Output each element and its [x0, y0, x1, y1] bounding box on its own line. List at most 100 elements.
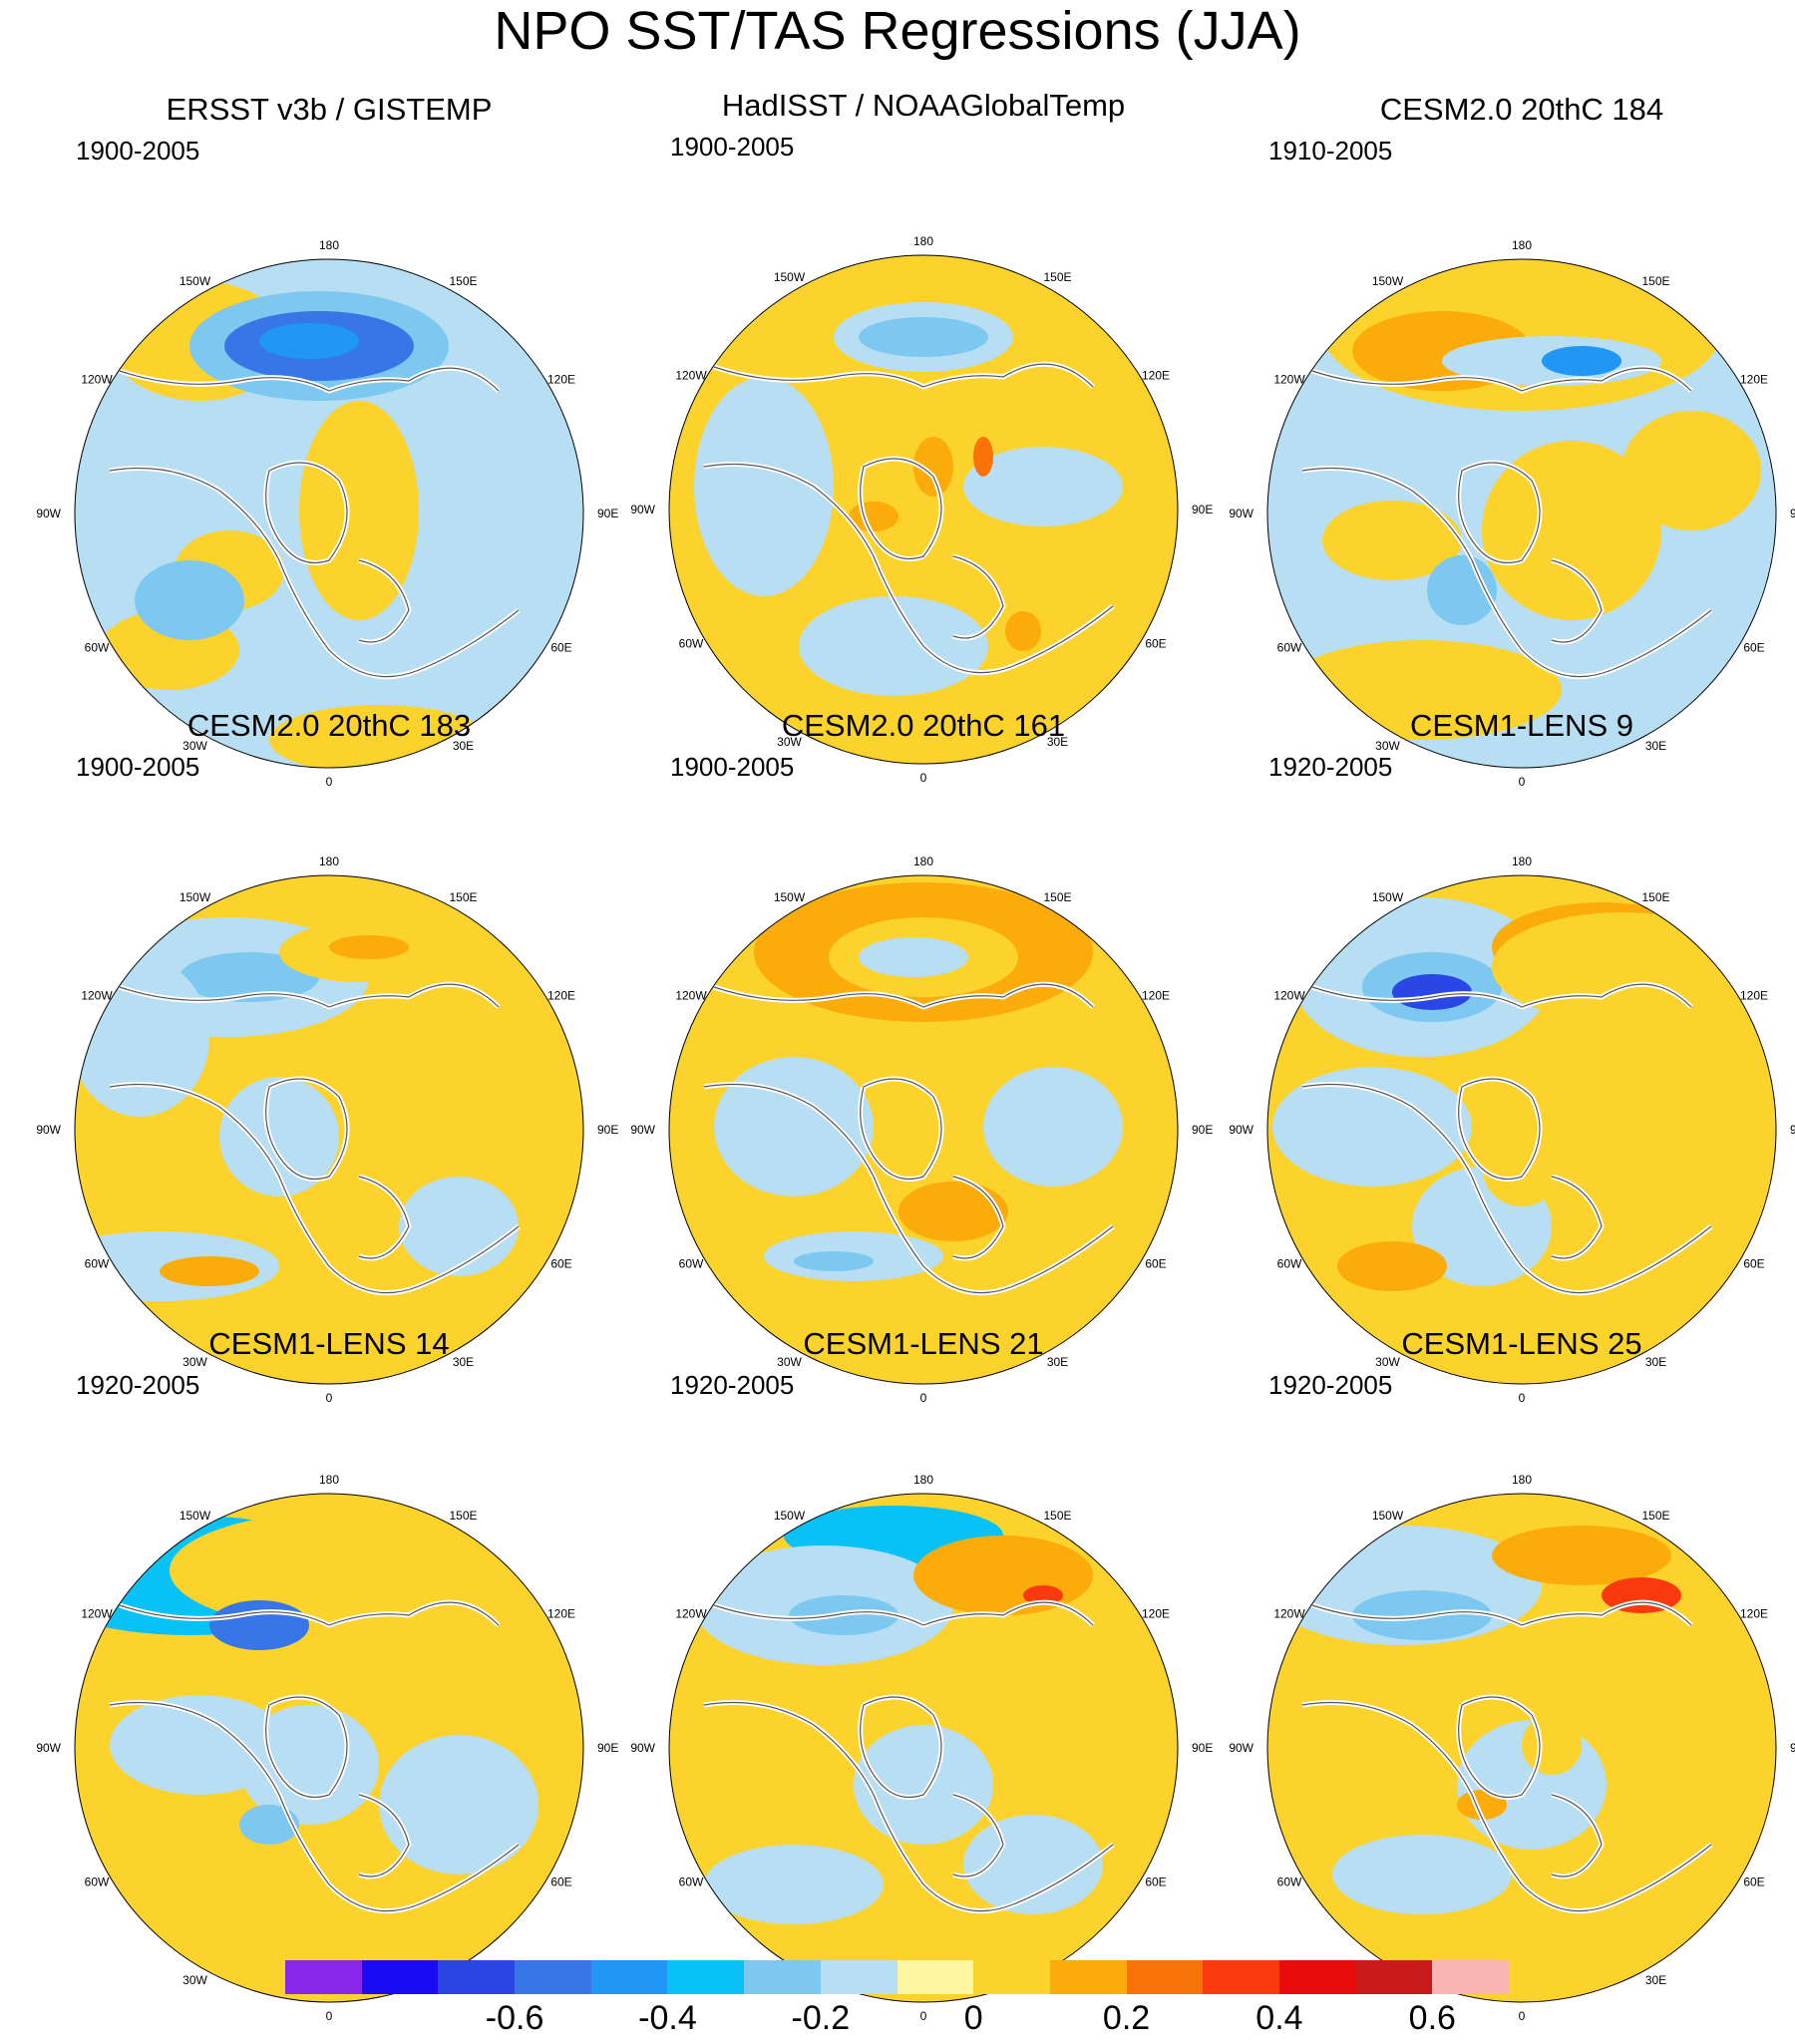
- panel-period: 1920-2005: [670, 1370, 795, 1400]
- panel-period: 1920-2005: [1268, 1370, 1393, 1400]
- field-anomaly-region: [399, 1177, 519, 1276]
- coastline: [703, 1701, 1114, 1912]
- longitude-label: 120E: [1740, 989, 1768, 1003]
- longitude-label: 120E: [547, 1607, 575, 1621]
- longitude-label: 60W: [679, 637, 704, 651]
- field-anomaly-region: [1482, 441, 1661, 620]
- longitude-label: 60W: [679, 1875, 704, 1889]
- field-anomaly-region: [135, 560, 244, 640]
- coastline: [713, 983, 1094, 1008]
- longitude-label: 30E: [1047, 735, 1068, 749]
- longitude-label: 30E: [1645, 1973, 1666, 1987]
- longitude-label: 0: [326, 2009, 333, 2023]
- longitude-label: 90W: [630, 1741, 655, 1755]
- field-anomaly-region: [180, 952, 319, 1002]
- colorbar-tick-label: 0.2: [1102, 1999, 1151, 2037]
- longitude-label: 30W: [182, 1355, 207, 1369]
- field-layer: [1267, 875, 1776, 1384]
- longitude-label: 150W: [774, 1509, 806, 1523]
- longitude-label: 60W: [679, 1257, 704, 1271]
- panel-period: 1900-2005: [76, 136, 200, 166]
- field-layer: [669, 875, 1178, 1384]
- colorbar-tick-label: -0.4: [638, 1999, 697, 2037]
- colorbar-tick-label: 0: [963, 1999, 983, 2037]
- panel-period: 1900-2005: [670, 132, 795, 162]
- colorbar-labels: -0.6 -0.4 -0.2 0 0.2 0.4 0.6: [285, 1998, 1509, 2042]
- longitude-label: 180: [1512, 854, 1532, 868]
- longitude-label: 180: [1512, 1473, 1532, 1487]
- map-boundary: [74, 1493, 584, 2003]
- map-panel: CESM1-LENS 14 1920-2005 180 150E 120E 90E 60E 3…: [30, 1326, 628, 2023]
- coastline: [703, 463, 1114, 674]
- coastline: [952, 1176, 1004, 1259]
- colorbar: [285, 1960, 1509, 1994]
- field-anomaly-region: [219, 1077, 339, 1196]
- longitude-label: 180: [913, 854, 933, 868]
- longitude-label: 150E: [1641, 274, 1669, 288]
- coastline: [1458, 462, 1541, 564]
- colorbar-swatch: [973, 1960, 1050, 1994]
- map-panel: HadISST / NOAAGlobalTemp 1900-2005 180 150E…: [624, 88, 1223, 785]
- longitude-label: 120E: [1740, 1607, 1768, 1621]
- field-layer: [75, 259, 583, 768]
- field-anomaly-region: [1621, 411, 1761, 530]
- longitude-label: 90W: [1229, 1741, 1254, 1755]
- colorbar-swatch: [897, 1960, 974, 1994]
- longitude-label: 60E: [550, 1875, 571, 1889]
- field-layer: [75, 1494, 583, 2002]
- longitude-label: 120W: [675, 1607, 707, 1621]
- panel-title: CESM2.0 20thC 183: [186, 708, 472, 743]
- longitude-label: 90E: [1790, 507, 1795, 520]
- coastline: [1311, 983, 1692, 1008]
- field-anomaly-region: [704, 1845, 884, 1924]
- coastline: [109, 467, 520, 678]
- coastline: [358, 1794, 410, 1877]
- map-panel: CESM1-LENS 21 1920-2005 180 150E 120E 90E 60E 3…: [624, 1326, 1223, 2023]
- longitude-label: 120E: [1740, 373, 1768, 387]
- map-panel: CESM1-LENS 9 1920-2005 180 150E 120E 90E 60E 30…: [1223, 708, 1795, 1405]
- longitude-label: 180: [319, 854, 339, 868]
- panel-title: CESM2.0 20thC 184: [1379, 92, 1664, 127]
- field-anomaly-region: [209, 1600, 309, 1650]
- map-panel: CESM2.0 20thC 184 1910-2005 180 150E 120E 90E…: [1223, 92, 1795, 789]
- longitude-label: 150W: [180, 890, 211, 904]
- longitude-label: 90W: [36, 507, 61, 520]
- longitude-label: 180: [319, 1473, 339, 1487]
- longitude-label: 150W: [180, 1509, 211, 1523]
- coastline: [1458, 1696, 1541, 1799]
- field-anomaly-region: [983, 1067, 1123, 1187]
- longitude-label: 120E: [1142, 369, 1170, 383]
- coastline: [952, 555, 1004, 639]
- panel-period: 1920-2005: [1268, 752, 1393, 782]
- longitude-label: 90E: [1790, 1123, 1795, 1137]
- longitude-label: 150W: [1372, 1509, 1404, 1523]
- field-anomaly-region: [794, 1251, 874, 1271]
- longitude-label: 120E: [1142, 989, 1170, 1003]
- longitude-label: 0: [920, 771, 927, 785]
- coastline: [1301, 467, 1712, 678]
- longitude-label: 120W: [81, 373, 113, 387]
- longitude-label: 60E: [550, 1257, 571, 1271]
- map-panel: CESM2.0 20thC 183 1900-2005 180 150E 120E 90E…: [30, 708, 628, 1405]
- coastline: [119, 1601, 500, 1626]
- longitude-label: 150E: [1043, 890, 1071, 904]
- field-anomaly-region: [854, 1725, 993, 1845]
- longitude-label: 60W: [85, 1875, 110, 1889]
- longitude-label: 60W: [1277, 1257, 1302, 1271]
- longitude-label: 90E: [597, 507, 618, 520]
- field-anomaly-region: [714, 1057, 874, 1196]
- coastline: [952, 1794, 1004, 1877]
- longitude-label: 150W: [774, 890, 806, 904]
- coastline: [703, 1083, 1114, 1294]
- longitude-label: 180: [913, 234, 933, 248]
- coastline: [265, 1078, 348, 1181]
- longitude-label: 30W: [182, 1973, 207, 1987]
- coastline: [1311, 1601, 1692, 1626]
- longitude-label: 120W: [81, 989, 113, 1003]
- longitude-label: 0: [1519, 2009, 1526, 2023]
- longitude-label: 150E: [1043, 1509, 1071, 1523]
- longitude-label: 90W: [630, 503, 655, 516]
- longitude-label: 30W: [1375, 1355, 1400, 1369]
